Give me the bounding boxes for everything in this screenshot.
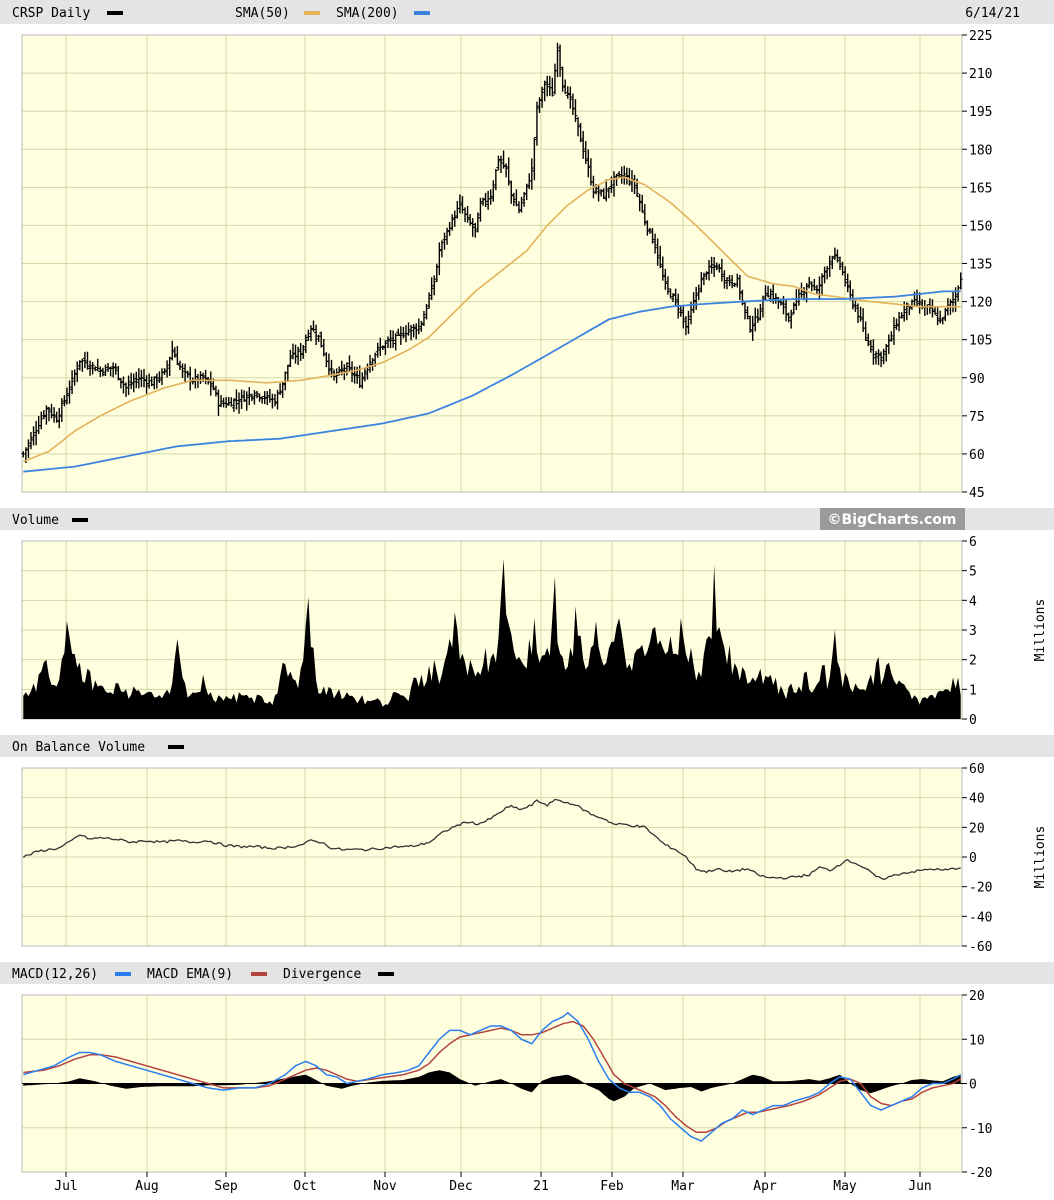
price-y-tick-label: 225 <box>969 29 992 44</box>
x-tick-label: Nov <box>373 1179 397 1194</box>
macd-ema-label: MACD EMA(9) <box>147 967 233 982</box>
x-axis-months: Jul Aug Sep Oct Nov Dec 21 Feb Mar Apr May Jun <box>54 1172 931 1194</box>
volume-y-tick-label: 6 <box>969 535 977 550</box>
volume-header: Volume ©BigCharts.com <box>0 508 1054 530</box>
obv-label: On Balance Volume <box>12 740 145 755</box>
macd-label: MACD(12,26) <box>12 967 98 982</box>
price-y-tick-label: 150 <box>969 219 992 234</box>
price-y-tick-label: 90 <box>969 372 985 387</box>
obv-y-tick-label: -40 <box>969 910 992 925</box>
brand-label: ©BigCharts.com <box>828 512 957 528</box>
obv-panel: 60 40 20 0 -20 -40 -60 Millions <box>22 762 1048 955</box>
volume-y-tick-label: 5 <box>969 565 977 580</box>
price-legend-swatch <box>107 11 123 15</box>
price-y-tick-label: 45 <box>969 486 985 501</box>
price-y-tick-label: 60 <box>969 448 985 463</box>
obv-y-tick-label: 0 <box>969 851 977 866</box>
x-tick-label: Mar <box>671 1179 695 1194</box>
obv-legend-swatch <box>168 745 184 749</box>
divergence-label: Divergence <box>283 967 361 982</box>
x-tick-label: Apr <box>753 1179 777 1194</box>
price-y-tick-label: 105 <box>969 334 992 349</box>
macd-y-axis: 20 10 0 -10 -20 <box>962 989 992 1181</box>
price-y-tick-label: 210 <box>969 67 992 82</box>
volume-y-tick-label: 4 <box>969 594 977 609</box>
sma200-label: SMA(200) <box>336 6 399 21</box>
x-tick-label: Feb <box>600 1179 624 1194</box>
macd-y-tick-label: -10 <box>969 1122 992 1137</box>
volume-y-tick-label: 2 <box>969 654 977 669</box>
price-y-tick-label: 165 <box>969 181 992 196</box>
x-tick-label: Jul <box>54 1179 77 1194</box>
x-tick-label: May <box>833 1179 857 1194</box>
obv-y-tick-label: -60 <box>969 940 992 955</box>
volume-panel: 6 5 4 3 2 1 0 Millions <box>22 535 1048 728</box>
price-y-axis: 225 210 195 180 165 150 135 120 105 90 75 60 45 <box>962 29 992 501</box>
macd-y-tick-label: -20 <box>969 1166 992 1181</box>
x-tick-label: Dec <box>449 1179 472 1194</box>
macd-header: MACD(12,26) MACD EMA(9) Divergence <box>0 962 1054 984</box>
price-y-tick-label: 75 <box>969 410 985 425</box>
price-y-tick-label: 195 <box>969 105 992 120</box>
macd-legend-swatch <box>115 972 131 976</box>
volume-y-tick-label: 1 <box>969 683 977 698</box>
volume-label: Volume <box>12 513 59 528</box>
price-y-tick-label: 120 <box>969 296 992 311</box>
volume-y-tick-label: 3 <box>969 624 977 639</box>
x-tick-label: Jun <box>908 1179 931 1194</box>
macd-y-tick-label: 20 <box>969 989 985 1004</box>
x-tick-label: Oct <box>293 1179 316 1194</box>
x-tick-label: Aug <box>135 1179 158 1194</box>
obv-y-tick-label: 40 <box>969 792 985 807</box>
x-tick-label: Sep <box>214 1179 238 1194</box>
obv-header: On Balance Volume <box>0 735 1054 757</box>
ticker-label: CRSP Daily <box>12 6 90 21</box>
obv-y-tick-label: 20 <box>969 821 985 836</box>
sma50-label: SMA(50) <box>235 6 290 21</box>
divergence-legend-swatch <box>378 972 394 976</box>
sma50-legend-swatch <box>304 11 320 15</box>
price-header: CRSP Daily SMA(50) SMA(200) 6/14/21 <box>0 0 1054 24</box>
volume-unit-label: Millions <box>1033 599 1048 662</box>
macd-y-tick-label: 0 <box>969 1078 977 1093</box>
price-panel: 225 210 195 180 165 150 135 120 105 90 75 60 45 <box>21 29 992 501</box>
price-y-tick-label: 135 <box>969 258 992 273</box>
volume-legend-swatch <box>72 518 88 522</box>
chart-date: 6/14/21 <box>965 6 1020 21</box>
macd-panel: 20 10 0 -10 -20 <box>22 989 992 1181</box>
macd-y-tick-label: 10 <box>969 1033 985 1048</box>
volume-y-tick-label: 0 <box>969 713 977 728</box>
x-tick-label: 21 <box>533 1179 549 1194</box>
sma200-legend-swatch <box>414 11 430 15</box>
macd-ema-legend-swatch <box>251 972 267 976</box>
price-y-tick-label: 180 <box>969 143 992 158</box>
obv-y-tick-label: -20 <box>969 881 992 896</box>
volume-y-axis: 6 5 4 3 2 1 0 <box>962 535 977 728</box>
obv-y-tick-label: 60 <box>969 762 985 777</box>
obv-unit-label: Millions <box>1033 826 1048 889</box>
obv-y-axis: 60 40 20 0 -20 -40 -60 <box>962 762 992 955</box>
